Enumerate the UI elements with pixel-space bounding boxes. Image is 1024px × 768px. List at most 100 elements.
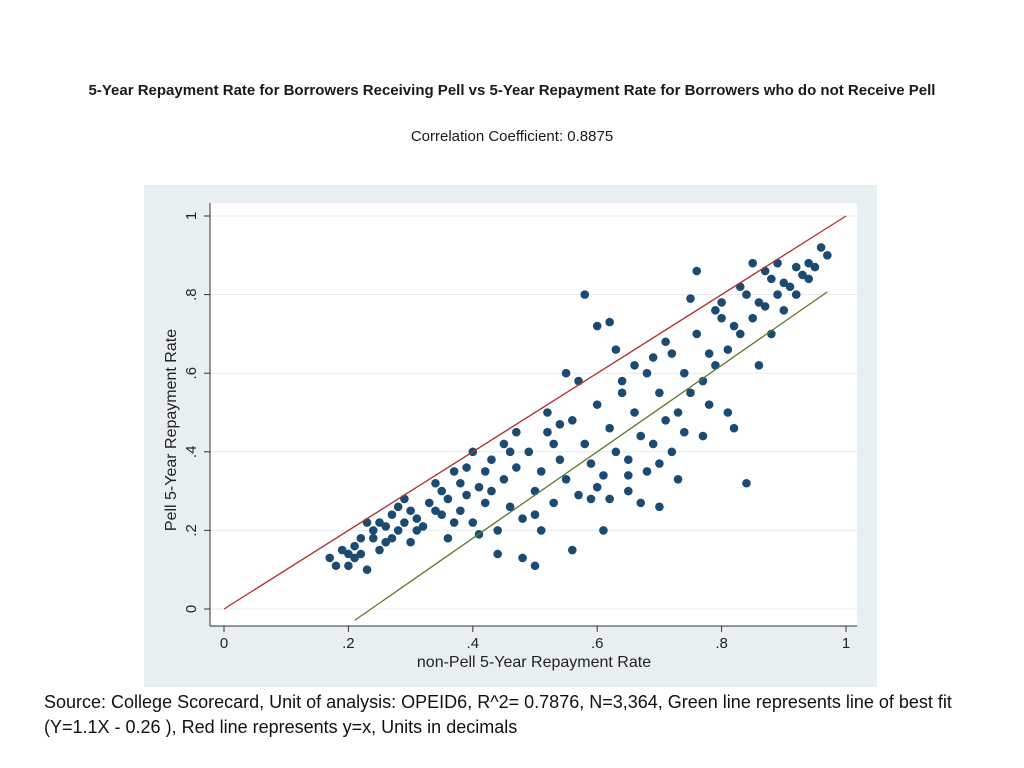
data-point: [655, 388, 664, 398]
data-point: [810, 262, 820, 272]
data-point: [823, 251, 832, 260]
data-point: [443, 494, 453, 504]
x-tick-label: .4: [467, 635, 480, 652]
data-point: [512, 427, 521, 437]
data-point: [424, 498, 434, 508]
data-point: [624, 471, 633, 480]
data-point: [437, 510, 447, 519]
data-point: [661, 337, 670, 347]
data-point: [350, 553, 359, 563]
data-point: [505, 447, 515, 457]
data-point: [555, 455, 565, 464]
data-point: [599, 526, 608, 535]
data-point: [387, 533, 397, 543]
y-tick-label: .4: [183, 446, 200, 459]
chart-subtitle: Correlation Coefficient: 0.8875: [410, 128, 614, 145]
data-point: [798, 270, 807, 280]
data-point: [673, 475, 683, 484]
data-point: [704, 349, 714, 358]
data-point: [406, 506, 415, 516]
data-point: [804, 274, 813, 284]
data-point: [400, 518, 409, 527]
data-point: [561, 368, 571, 378]
data-point: [487, 455, 496, 464]
data-point: [611, 345, 621, 354]
data-point: [605, 494, 614, 504]
data-point: [375, 518, 384, 527]
data-point: [673, 408, 683, 417]
x-tick-label: 1: [842, 635, 850, 652]
data-point: [760, 266, 770, 276]
data-point: [362, 518, 372, 527]
data-point: [524, 447, 534, 457]
plot-background: [210, 203, 857, 626]
data-point: [555, 419, 565, 429]
data-point: [580, 439, 590, 449]
data-point: [586, 494, 596, 504]
data-point: [331, 561, 341, 571]
data-point: [431, 478, 440, 488]
data-point: [561, 475, 571, 484]
data-point: [574, 376, 583, 386]
data-point: [536, 467, 546, 476]
data-point: [760, 302, 770, 311]
data-point: [754, 298, 764, 307]
data-point: [611, 447, 621, 457]
data-point: [648, 353, 658, 362]
data-point: [655, 459, 664, 468]
data-point: [630, 361, 639, 370]
data-point: [387, 510, 397, 519]
data-point: [754, 361, 764, 370]
data-point: [549, 498, 558, 508]
data-point: [381, 537, 391, 547]
best-fit-line: [354, 291, 828, 621]
data-point: [630, 408, 639, 417]
identity-line: [223, 215, 847, 610]
data-point: [592, 321, 602, 331]
data-point: [686, 388, 695, 398]
data-point: [679, 427, 689, 437]
data-point: [785, 282, 795, 292]
data-point: [375, 545, 384, 555]
data-point: [617, 388, 627, 398]
data-point: [487, 486, 496, 496]
y-tick-label: 0: [183, 605, 200, 613]
data-point: [742, 478, 751, 488]
data-point: [648, 439, 658, 449]
data-point: [536, 526, 546, 535]
data-point: [748, 313, 757, 323]
data-point: [393, 502, 403, 512]
data-point: [773, 258, 782, 268]
data-point: [767, 274, 776, 284]
chart-area: 0 .2 .4 .6 .8 1 0 .2 .4 .6 .8 1 non-Pell 5-Year Rep…: [144, 185, 877, 687]
data-point: [642, 368, 652, 378]
data-point: [449, 518, 459, 527]
data-point: [456, 478, 465, 488]
data-point: [605, 317, 614, 327]
data-point: [686, 294, 695, 303]
data-point: [499, 439, 509, 449]
data-point: [449, 467, 459, 476]
data-point: [325, 553, 335, 563]
data-point: [443, 533, 453, 543]
y-tick-label: .2: [183, 524, 200, 537]
data-point: [655, 502, 664, 512]
data-point: [642, 467, 652, 476]
data-point: [480, 498, 490, 508]
data-point: [437, 486, 447, 496]
data-point: [791, 262, 801, 272]
data-point: [344, 561, 353, 571]
data-point: [400, 494, 409, 504]
data-point: [530, 486, 540, 496]
data-point: [337, 545, 347, 555]
data-point: [362, 565, 372, 574]
data-point: [530, 510, 540, 519]
data-point: [592, 482, 602, 492]
x-tick-label: .6: [591, 635, 604, 652]
data-point: [493, 526, 502, 535]
y-tick-label: 1: [183, 212, 200, 220]
data-point: [748, 258, 757, 268]
scatter-chart: 0 .2 .4 .6 .8 1 0 .2 .4 .6 .8 1 non-Pell 5-Year Rep…: [144, 185, 877, 687]
data-point: [692, 266, 702, 276]
data-point: [393, 526, 403, 535]
